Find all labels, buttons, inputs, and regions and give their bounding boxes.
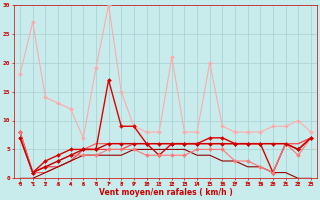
X-axis label: Vent moyen/en rafales ( km/h ): Vent moyen/en rafales ( km/h ): [99, 188, 232, 197]
